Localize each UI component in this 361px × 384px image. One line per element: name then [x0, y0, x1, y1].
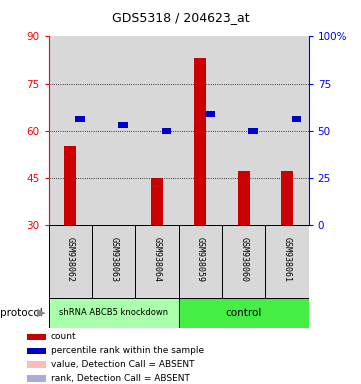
Bar [205, 111, 215, 117]
Bar [179, 225, 222, 298]
Text: control: control [226, 308, 262, 318]
Bar [281, 171, 293, 225]
Text: GSM938062: GSM938062 [66, 237, 75, 282]
Bar [49, 298, 179, 328]
Bar [222, 225, 265, 298]
Text: count: count [51, 333, 76, 341]
Bar [292, 116, 301, 122]
Bar [248, 127, 258, 134]
Bar [162, 127, 171, 134]
Text: shRNA ABCB5 knockdown: shRNA ABCB5 knockdown [59, 308, 168, 318]
Bar [179, 298, 309, 328]
Text: GSM938064: GSM938064 [153, 237, 161, 282]
Text: GSM938059: GSM938059 [196, 237, 205, 282]
Text: ▶: ▶ [37, 308, 46, 318]
Bar [75, 116, 85, 122]
Bar [64, 146, 77, 225]
Bar [27, 334, 45, 340]
Text: value, Detection Call = ABSENT: value, Detection Call = ABSENT [51, 360, 194, 369]
Text: rank, Detection Call = ABSENT: rank, Detection Call = ABSENT [51, 374, 190, 383]
Text: percentile rank within the sample: percentile rank within the sample [51, 346, 204, 355]
Text: protocol: protocol [0, 308, 43, 318]
Bar [118, 122, 128, 128]
Text: GSM938063: GSM938063 [109, 237, 118, 282]
Text: GSM938060: GSM938060 [239, 237, 248, 282]
Bar [265, 225, 309, 298]
Bar [27, 348, 45, 354]
Bar [27, 361, 45, 368]
Bar [151, 178, 163, 225]
Text: GDS5318 / 204623_at: GDS5318 / 204623_at [112, 12, 249, 25]
Bar [92, 225, 135, 298]
Bar [238, 171, 250, 225]
Text: GSM938061: GSM938061 [283, 237, 291, 282]
Bar [27, 376, 45, 382]
Bar [194, 58, 206, 225]
Bar [135, 225, 179, 298]
Bar [49, 225, 92, 298]
